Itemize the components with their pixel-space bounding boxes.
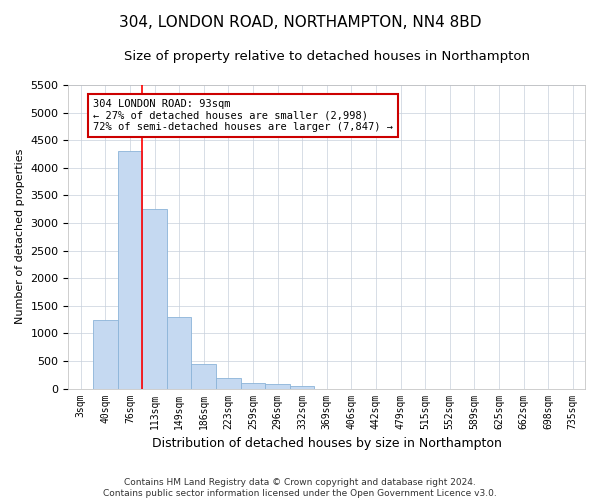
Text: 304, LONDON ROAD, NORTHAMPTON, NN4 8BD: 304, LONDON ROAD, NORTHAMPTON, NN4 8BD <box>119 15 481 30</box>
Bar <box>265 384 290 388</box>
Bar <box>167 317 191 388</box>
Bar <box>216 378 241 388</box>
Text: 304 LONDON ROAD: 93sqm
← 27% of detached houses are smaller (2,998)
72% of semi-: 304 LONDON ROAD: 93sqm ← 27% of detached… <box>93 99 393 132</box>
Bar <box>241 383 265 388</box>
Bar <box>93 320 118 388</box>
Bar <box>142 209 167 388</box>
Bar <box>191 364 216 388</box>
Bar <box>118 151 142 388</box>
X-axis label: Distribution of detached houses by size in Northampton: Distribution of detached houses by size … <box>152 437 502 450</box>
Y-axis label: Number of detached properties: Number of detached properties <box>15 149 25 324</box>
Title: Size of property relative to detached houses in Northampton: Size of property relative to detached ho… <box>124 50 530 63</box>
Text: Contains HM Land Registry data © Crown copyright and database right 2024.
Contai: Contains HM Land Registry data © Crown c… <box>103 478 497 498</box>
Bar <box>290 386 314 388</box>
